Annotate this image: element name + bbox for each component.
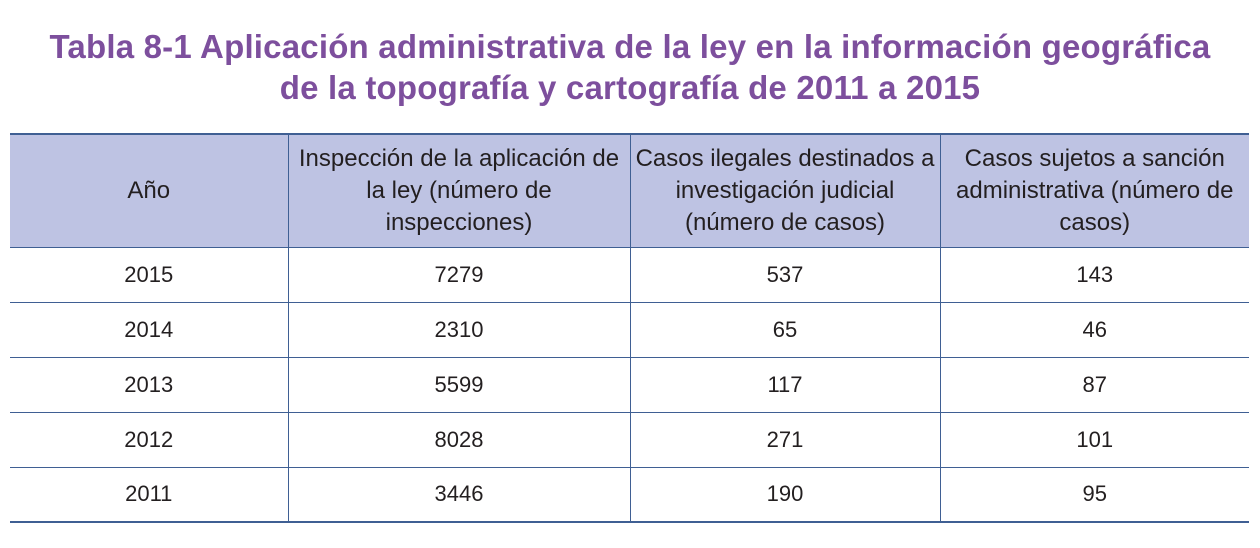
cell-inspections: 5599 [287,357,630,413]
table-title-line-1: Tabla 8-1 Aplicación administrativa de l… [49,28,1211,65]
header-administrative-sanctions: Casos sujetos a sanción administrativa (… [939,133,1249,248]
table-row: 2012 8028 271 101 [10,412,1249,468]
cell-judicial-cases: 537 [629,247,940,303]
table-row: 2015 7279 537 143 [10,247,1249,303]
cell-year: 2012 [10,412,288,468]
data-table: Año Inspección de la aplicación de la le… [10,133,1249,523]
cell-year: 2015 [10,247,288,303]
cell-year: 2013 [10,357,288,413]
table-body: 2015 7279 537 143 2014 2310 65 46 2013 5… [10,247,1249,523]
table-header: Año Inspección de la aplicación de la le… [10,133,1249,248]
cell-administrative-sanctions: 95 [939,467,1249,523]
table-title: Tabla 8-1 Aplicación administrativa de l… [0,26,1260,108]
cell-judicial-cases: 117 [629,357,940,413]
header-inspections: Inspección de la aplicación de la ley (n… [287,133,630,248]
cell-year: 2011 [10,467,288,523]
cell-inspections: 7279 [287,247,630,303]
cell-inspections: 8028 [287,412,630,468]
cell-judicial-cases: 65 [629,302,940,358]
table-row: 2011 3446 190 95 [10,467,1249,523]
header-judicial-cases: Casos ilegales destinados a investigació… [629,133,940,248]
table-title-line-2: de la topografía y cartografía de 2011 a… [279,69,981,106]
header-year: Año [10,133,288,248]
cell-year: 2014 [10,302,288,358]
cell-administrative-sanctions: 87 [939,357,1249,413]
table-row: 2014 2310 65 46 [10,302,1249,358]
cell-judicial-cases: 190 [629,467,940,523]
cell-inspections: 2310 [287,302,630,358]
cell-judicial-cases: 271 [629,412,940,468]
cell-administrative-sanctions: 46 [939,302,1249,358]
table-row: 2013 5599 117 87 [10,357,1249,413]
cell-administrative-sanctions: 143 [939,247,1249,303]
cell-administrative-sanctions: 101 [939,412,1249,468]
cell-inspections: 3446 [287,467,630,523]
header-row: Año Inspección de la aplicación de la le… [10,133,1249,248]
